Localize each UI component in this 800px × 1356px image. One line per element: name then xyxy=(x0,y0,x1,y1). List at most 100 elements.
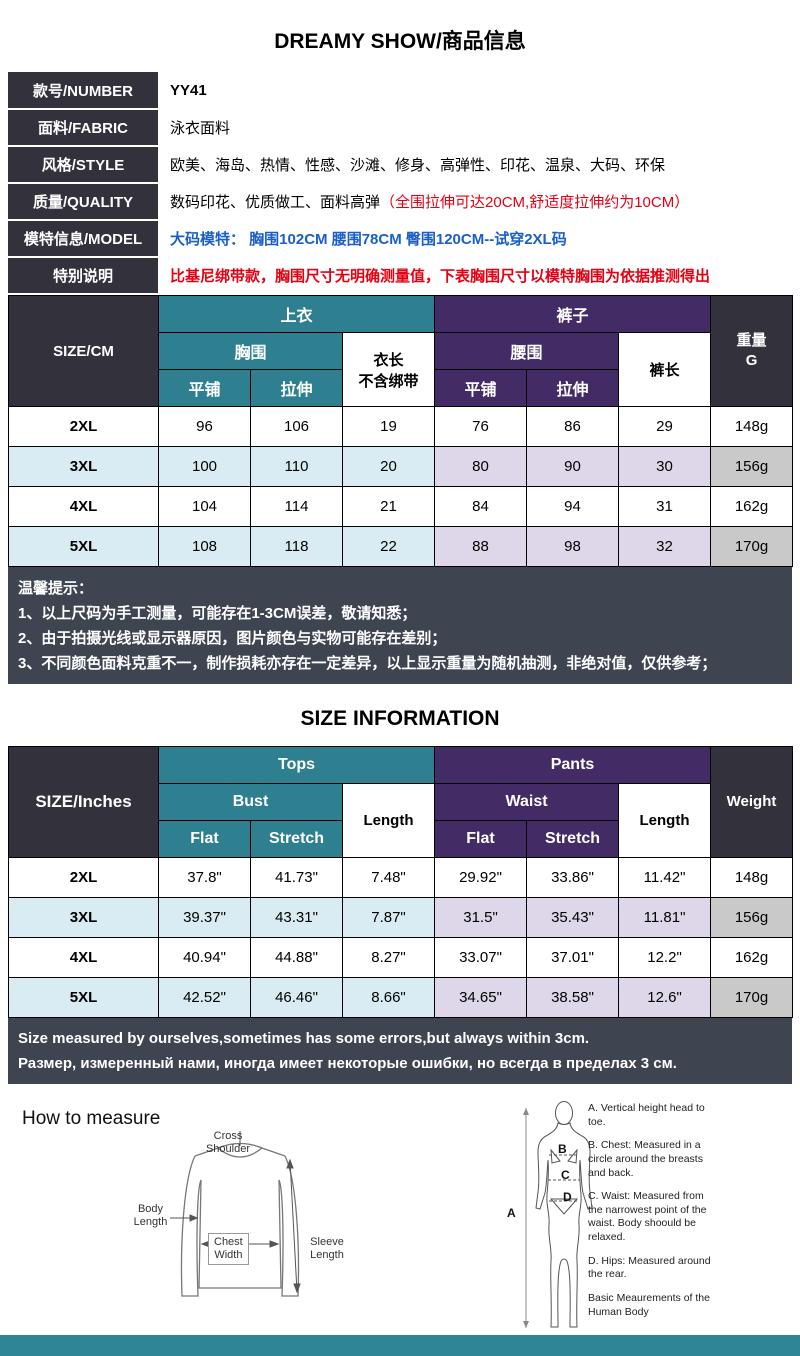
bust-stretch-value: 106 xyxy=(250,406,343,447)
weight-value: 162g xyxy=(710,937,794,978)
info-value-special-note: 比基尼绑带款，胸围尺寸无明确测量值，下表胸围尺寸以模特胸围为依据推测得出 xyxy=(158,257,792,295)
waist-stretch-value: 37.01" xyxy=(526,937,620,978)
weight-value: 170g xyxy=(710,977,794,1018)
pants-header-cm: 裤子 xyxy=(434,295,712,333)
tolerance-note-ru: Размер, измеренный нами, иногда имеет не… xyxy=(18,1055,677,1072)
bust-flat-value: 39.37" xyxy=(158,897,251,938)
size-row-2xl-cm: 2XL 96 106 19 76 86 29 148g xyxy=(8,406,794,447)
tolerance-note-en: Size measured by ourselves,sometimes has… xyxy=(18,1030,590,1047)
bust-stretch-value: 118 xyxy=(250,526,343,567)
bust-flat-value: 108 xyxy=(158,526,251,567)
info-value-style: 欧美、海岛、热情、性感、沙滩、修身、高弹性、印花、温泉、大码、环保 xyxy=(158,146,792,184)
info-label-model: 模特信息/MODEL xyxy=(8,220,158,258)
info-label-style: 风格/STYLE xyxy=(8,146,158,184)
info-label-quality: 质量/QUALITY xyxy=(8,183,158,221)
info-row-style: 风格/STYLE 欧美、海岛、热情、性感、沙滩、修身、高弹性、印花、温泉、大码、… xyxy=(8,146,792,184)
top-length-value: 20 xyxy=(341,446,436,487)
waist-stretch-header-cm: 拉伸 xyxy=(526,369,620,407)
top-length-value: 22 xyxy=(341,526,436,567)
info-row-quality: 质量/QUALITY 数码印花、优质做工、面料高弹（全围拉伸可达20CM,舒适度… xyxy=(8,183,792,221)
bust-stretch-header-cm: 拉伸 xyxy=(250,369,343,407)
size-cell: 4XL xyxy=(8,937,159,978)
info-row-number: 款号/NUMBER YY41 xyxy=(8,72,792,110)
waist-flat-value: 31.5" xyxy=(434,897,528,938)
weight-value: 148g xyxy=(710,857,794,898)
size-cell: 3XL xyxy=(8,446,159,487)
bust-stretch-value: 44.88" xyxy=(250,937,343,978)
waist-flat-value: 84 xyxy=(434,486,528,527)
pant-length-value: 11.42" xyxy=(618,857,712,898)
waist-header-cm: 腰围 xyxy=(434,332,620,370)
waist-stretch-value: 33.86" xyxy=(526,857,620,898)
bust-flat-value: 100 xyxy=(158,446,251,487)
size-cell: 5XL xyxy=(8,526,159,567)
size-cell: 2XL xyxy=(8,406,159,447)
pant-length-value: 29 xyxy=(618,406,712,447)
waist-stretch-value: 35.43" xyxy=(526,897,620,938)
bust-flat-value: 40.94" xyxy=(158,937,251,978)
waist-flat-header-inches: Flat xyxy=(434,820,528,858)
bust-stretch-value: 114 xyxy=(250,486,343,527)
size-row-4xl-cm: 4XL 104 114 21 84 94 31 162g xyxy=(8,486,794,527)
how-to-measure-section: How to measure Cross Shoulder Body Lengt… xyxy=(0,1098,800,1340)
warm-tips-line: 3、不同颜色面料克重不一，制作损耗亦存在一定差异，以上显示重量为随机抽测，非绝对… xyxy=(18,655,717,672)
pant-length-value: 32 xyxy=(618,526,712,567)
bust-flat-value: 96 xyxy=(158,406,251,447)
waist-flat-value: 33.07" xyxy=(434,937,528,978)
info-value-number: YY41 xyxy=(158,72,792,110)
waist-flat-value: 88 xyxy=(434,526,528,567)
cross-shoulder-label: Cross Shoulder xyxy=(205,1130,251,1156)
measure-point-d: D xyxy=(563,1190,572,1204)
pant-length-value: 30 xyxy=(618,446,712,487)
measurement-desc-d: D. Hips: Measured around the rear. xyxy=(588,1254,711,1281)
pant-length-header-cm: 裤长 xyxy=(618,332,712,407)
size-row-2xl-inches: 2XL 37.8" 41.73" 7.48" 29.92" 33.86" 11.… xyxy=(8,857,794,898)
info-row-model: 模特信息/MODEL 大码模特： 胸围102CM 腰围78CM 臀围120CM-… xyxy=(8,220,792,258)
info-value-quality: 数码印花、优质做工、面料高弹（全围拉伸可达20CM,舒适度拉伸约为10CM） xyxy=(158,183,792,221)
top-length-value: 8.66" xyxy=(341,977,436,1018)
page-title: DREAMY SHOW/商品信息 xyxy=(274,30,526,53)
quality-stretch-note: （全围拉伸可达20CM,舒适度拉伸约为10CM） xyxy=(380,194,690,211)
measure-point-a: A xyxy=(507,1206,516,1220)
bust-stretch-value: 43.31" xyxy=(250,897,343,938)
size-row-5xl-cm: 5XL 108 118 22 88 98 32 170g xyxy=(8,526,794,567)
info-row-fabric: 面料/FABRIC 泳衣面料 xyxy=(8,109,792,147)
waist-flat-header-cm: 平铺 xyxy=(434,369,528,407)
top-length-value: 8.27" xyxy=(341,937,436,978)
top-length-header-cm: 衣长 不含绑带 xyxy=(341,332,436,407)
pants-header-inches: Pants xyxy=(434,746,712,784)
tops-header-inches: Tops xyxy=(157,746,436,784)
top-length-value: 7.48" xyxy=(341,857,436,898)
size-row-5xl-inches: 5XL 42.52" 46.46" 8.66" 34.65" 38.58" 12… xyxy=(8,977,794,1018)
bust-flat-value: 37.8" xyxy=(158,857,251,898)
waist-stretch-value: 90 xyxy=(526,446,620,487)
waist-header-inches: Waist xyxy=(434,783,620,821)
measurement-desc-footer: Basic Meaurements of the Human Body xyxy=(588,1292,710,1318)
weight-value: 156g xyxy=(710,446,794,487)
size-cell: 4XL xyxy=(8,486,159,527)
weight-header-cm: 重量 G xyxy=(710,295,794,407)
size-cell: 5XL xyxy=(8,977,159,1018)
waist-flat-value: 34.65" xyxy=(434,977,528,1018)
info-label-number: 款号/NUMBER xyxy=(8,72,158,110)
quality-text: 数码印花、优质做工、面料高弹 xyxy=(170,194,381,211)
size-cell: 2XL xyxy=(8,857,159,898)
size-information-title: SIZE INFORMATION xyxy=(300,707,500,730)
how-to-measure-title: How to measure xyxy=(22,1108,161,1129)
weight-value: 148g xyxy=(710,406,794,447)
size-cell: 3XL xyxy=(8,897,159,938)
chest-width-label: Chest Width xyxy=(208,1233,249,1266)
weight-value: 156g xyxy=(710,897,794,938)
bust-stretch-value: 110 xyxy=(250,446,343,487)
waist-stretch-header-inches: Stretch xyxy=(526,820,620,858)
product-info-table: 款号/NUMBER YY41 面料/FABRIC 泳衣面料 风格/STYLE 欧… xyxy=(8,72,792,295)
bust-header-cm: 胸围 xyxy=(158,332,343,370)
size-unit-header-cm: SIZE/CM xyxy=(8,295,159,407)
waist-stretch-value: 86 xyxy=(526,406,620,447)
bust-stretch-value: 41.73" xyxy=(250,857,343,898)
waist-flat-value: 76 xyxy=(434,406,528,447)
bust-stretch-value: 46.46" xyxy=(250,977,343,1018)
top-length-value: 19 xyxy=(341,406,436,447)
bust-header-inches: Bust xyxy=(158,783,343,821)
measurement-desc-c: C. Waist: Measured from the narrowest po… xyxy=(588,1190,707,1244)
